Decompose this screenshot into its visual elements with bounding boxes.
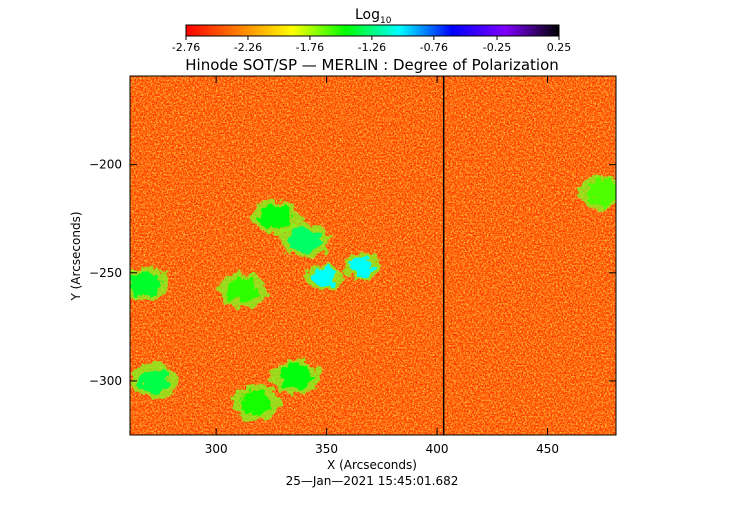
y-axis-label: Y (Arcseconds)	[69, 211, 83, 301]
polarization-patch	[130, 271, 161, 296]
x-tick-label: 350	[315, 442, 338, 456]
y-axis-ticks: −200 −250 −300	[89, 158, 616, 388]
polarization-patches	[130, 175, 616, 420]
colorbar-tick-label: -2.26	[234, 41, 262, 54]
colorbar-label: Log10	[355, 7, 392, 26]
colorbar-tick-label: -2.76	[172, 41, 200, 54]
plot-area	[130, 76, 616, 435]
x-tick-label: 450	[536, 442, 559, 456]
x-tick-label: 300	[205, 442, 228, 456]
polarization-patch	[240, 390, 272, 415]
plot-frame	[129, 75, 617, 436]
x-axis-label: X (Arcseconds)	[327, 458, 417, 472]
y-tick-label: −200	[89, 158, 122, 172]
polarization-patch	[587, 180, 616, 206]
y-tick-label: −250	[89, 266, 122, 280]
colorbar: Log10 -2.76 -2.26 -1.76 -1.26 -0.76 -0.25 0.25	[172, 7, 571, 54]
polarization-patch	[349, 256, 375, 277]
polarization-patch	[138, 368, 170, 394]
x-axis-ticks: 300 350 400 450	[205, 76, 559, 456]
colorbar-ticks: -2.76 -2.26 -1.76 -1.26 -0.76 -0.25 0.25	[172, 36, 571, 54]
colorbar-tick-label: 0.25	[547, 41, 572, 54]
colorbar-strip	[185, 24, 560, 37]
colorbar-tick-label: -0.25	[483, 41, 511, 54]
y-tick-label: −300	[89, 374, 122, 388]
polarization-patch	[227, 277, 259, 303]
colorbar-tick-label: -1.26	[358, 41, 386, 54]
timestamp: 25—Jan—2021 15:45:01.682	[286, 474, 459, 488]
chart-title: Hinode SOT/SP — MERLIN : Degree of Polar…	[185, 56, 559, 74]
polarization-patch	[260, 204, 292, 229]
colorbar-tick-label: -1.76	[296, 41, 324, 54]
colorbar-tick-label: -0.76	[420, 41, 448, 54]
polarization-patch	[280, 364, 312, 389]
polarization-patch	[312, 267, 337, 287]
polarization-patch	[289, 227, 320, 253]
x-tick-label: 400	[426, 442, 449, 456]
